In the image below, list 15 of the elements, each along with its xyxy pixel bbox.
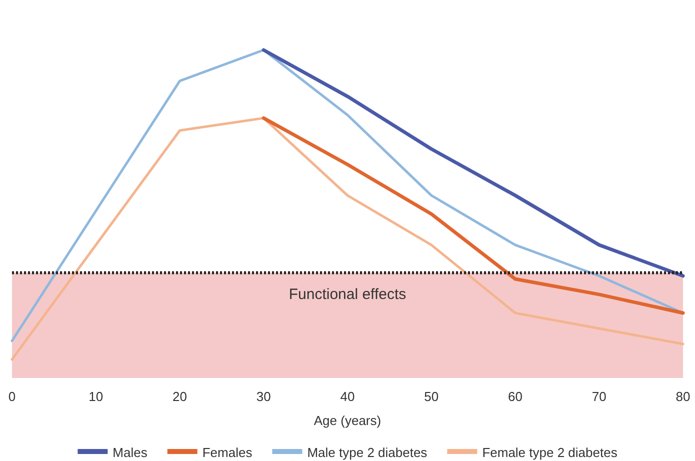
- x-axis-title: Age (years): [314, 413, 382, 428]
- x-tick-label: 60: [508, 389, 522, 404]
- x-tick-label: 50: [424, 389, 439, 404]
- x-tick-label: 20: [172, 389, 187, 404]
- legend-label: Females: [202, 445, 253, 460]
- legend-label: Males: [112, 445, 148, 460]
- legend-label: Male type 2 diabetes: [307, 445, 428, 460]
- x-tick-label: 10: [88, 389, 104, 404]
- band-label: Functional effects: [288, 286, 406, 303]
- x-tick-label: 80: [676, 389, 690, 404]
- x-tick-label: 0: [8, 389, 16, 404]
- x-tick-label: 30: [256, 389, 271, 404]
- x-tick-label: 70: [592, 389, 606, 404]
- legend-label: Female type 2 diabetes: [482, 445, 618, 460]
- x-tick-label: 40: [340, 389, 355, 404]
